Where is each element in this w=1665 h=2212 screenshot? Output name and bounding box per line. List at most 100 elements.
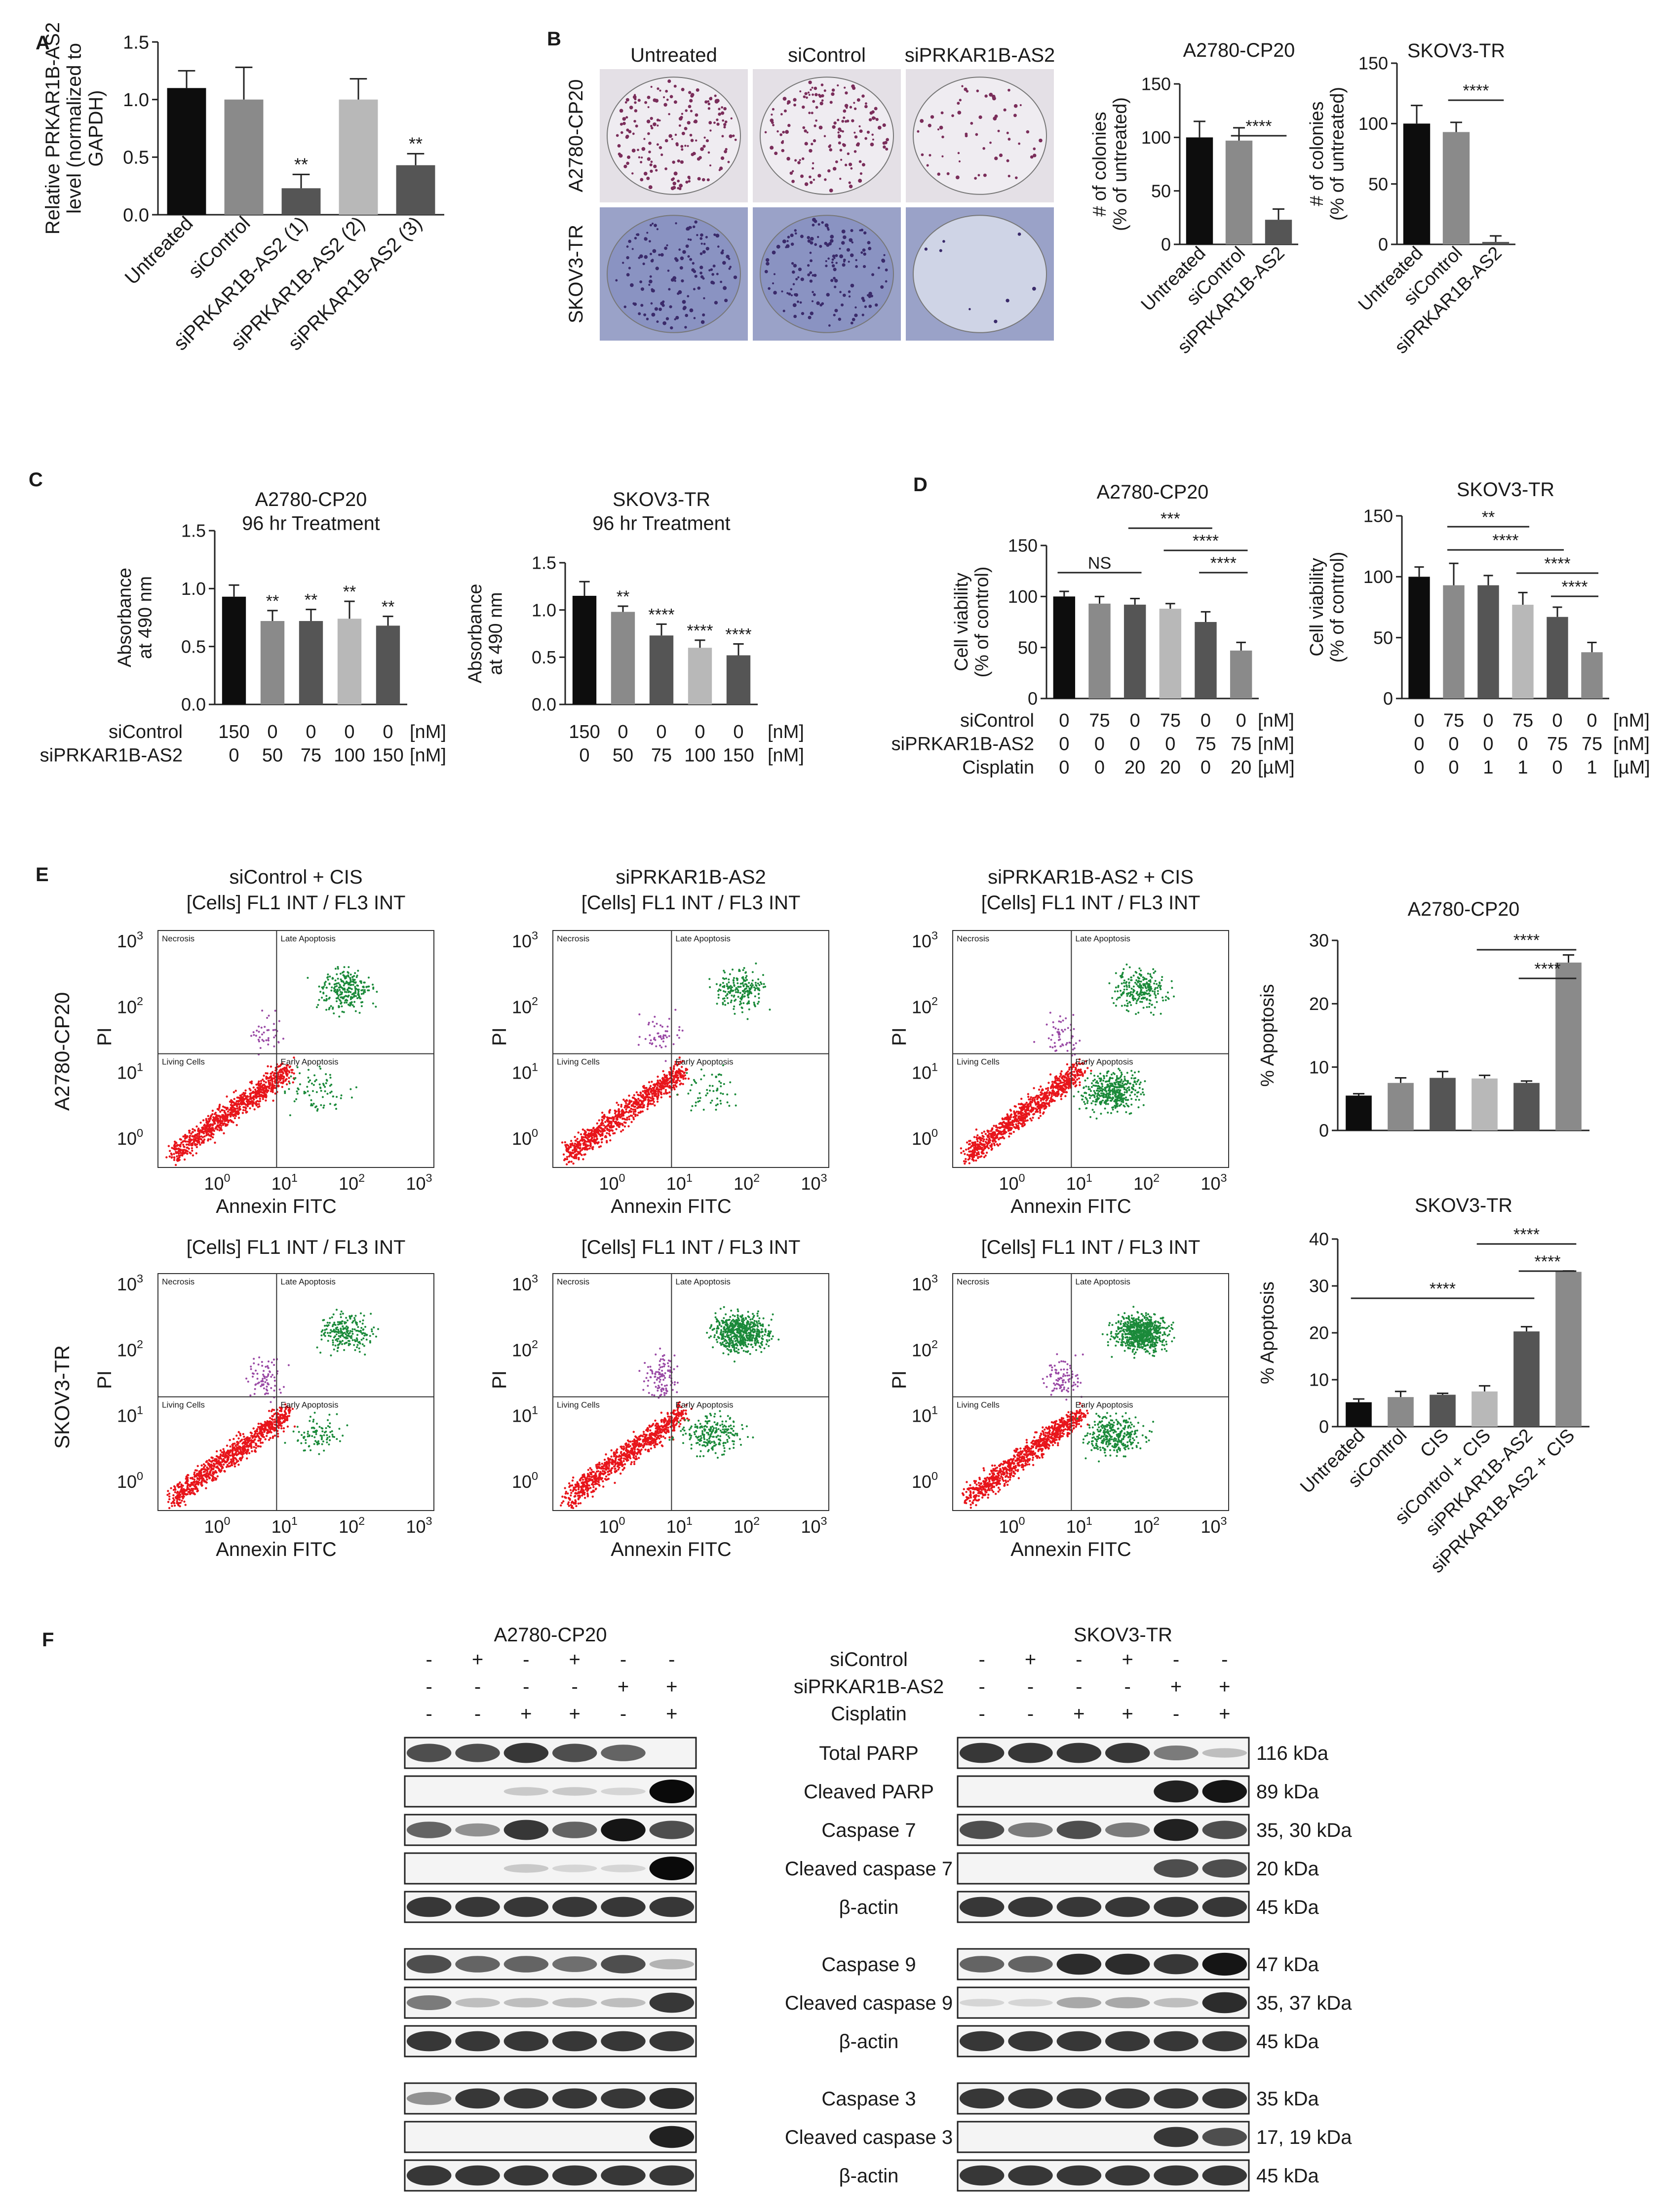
colony-dot bbox=[675, 315, 679, 320]
event-dot-living bbox=[220, 1109, 223, 1112]
colony-dot bbox=[652, 223, 654, 225]
event-dot-late-apoptosis bbox=[328, 997, 331, 999]
event-dot-late-apoptosis bbox=[340, 993, 342, 996]
event-dot-late-apoptosis bbox=[730, 985, 732, 987]
colony-dot bbox=[820, 83, 824, 86]
event-dot-living bbox=[641, 1096, 644, 1099]
event-dot-living bbox=[574, 1155, 576, 1158]
event-dot-early-apoptosis bbox=[1107, 1070, 1110, 1073]
event-dot-late-apoptosis bbox=[739, 1001, 741, 1003]
event-dot-living bbox=[609, 1139, 612, 1142]
event-dot-late-apoptosis bbox=[736, 982, 739, 984]
significance-stars: ** bbox=[343, 582, 356, 601]
event-dot-living bbox=[183, 1158, 186, 1161]
colony-dot bbox=[917, 130, 920, 133]
event-dot-late-apoptosis bbox=[730, 1001, 732, 1004]
event-dot-early-apoptosis bbox=[1103, 1077, 1105, 1080]
colony-dot bbox=[848, 290, 851, 293]
event-dot-living bbox=[1050, 1098, 1052, 1100]
event-dot-living bbox=[1027, 1095, 1030, 1098]
event-dot-living bbox=[207, 1139, 209, 1142]
colony-dot bbox=[799, 301, 802, 304]
event-dot-late-apoptosis bbox=[346, 1001, 348, 1004]
event-dot-late-apoptosis bbox=[718, 988, 720, 991]
event-dot-living bbox=[241, 1093, 243, 1096]
panel-label-c: C bbox=[29, 469, 43, 491]
event-dot-living bbox=[598, 1133, 601, 1136]
event-dot-late-apoptosis bbox=[723, 986, 726, 988]
event-dot-living bbox=[584, 1143, 587, 1146]
colony-dot bbox=[959, 99, 962, 102]
event-dot-early-apoptosis bbox=[307, 1069, 310, 1071]
colony-dot bbox=[772, 282, 774, 285]
event-dot-living bbox=[1010, 1132, 1012, 1135]
event-dot-necrosis bbox=[272, 1029, 274, 1031]
colony-dot bbox=[639, 254, 643, 258]
event-dot-necrosis bbox=[650, 1039, 652, 1042]
flow-plot-title: [Cells] FL1 INT / FL3 INT bbox=[187, 1237, 406, 1258]
colony-dot bbox=[648, 185, 653, 190]
event-dot-living bbox=[235, 1124, 238, 1126]
event-dot-living bbox=[577, 1151, 580, 1154]
photo-column-label: siPRKAR1B-AS2 bbox=[905, 44, 1055, 66]
flow-plot-title: [Cells] FL1 INT / FL3 INT bbox=[981, 892, 1200, 914]
event-dot-late-apoptosis bbox=[343, 966, 346, 969]
event-dot-living bbox=[976, 1134, 979, 1137]
event-dot-late-apoptosis bbox=[341, 971, 344, 974]
event-dot-necrosis bbox=[668, 1035, 670, 1037]
colony-dot bbox=[794, 229, 797, 232]
y-tick-label: 150 bbox=[1008, 536, 1038, 556]
event-dot-living bbox=[983, 1130, 986, 1133]
event-dot-early-apoptosis bbox=[308, 1081, 310, 1083]
colony-dot bbox=[807, 236, 811, 239]
event-dot-late-apoptosis bbox=[325, 1009, 328, 1011]
event-dot-late-apoptosis bbox=[1114, 990, 1116, 993]
event-dot-early-apoptosis bbox=[1111, 1073, 1113, 1076]
event-dot-late-apoptosis bbox=[724, 971, 726, 973]
event-dot-living bbox=[645, 1092, 647, 1095]
event-dot-living bbox=[230, 1107, 232, 1109]
event-dot-living bbox=[213, 1121, 215, 1123]
event-dot-living bbox=[1084, 1071, 1086, 1074]
colony-dot bbox=[874, 107, 878, 111]
event-dot-living bbox=[1001, 1133, 1003, 1135]
quadrant-label: Necrosis bbox=[557, 934, 589, 943]
event-dot-living bbox=[654, 1085, 657, 1087]
colony-dot bbox=[723, 123, 727, 126]
colony-dot bbox=[833, 268, 837, 272]
event-dot-living bbox=[246, 1105, 249, 1108]
event-dot-late-apoptosis bbox=[340, 985, 342, 988]
event-dot-necrosis bbox=[258, 1040, 260, 1043]
event-dot-living bbox=[201, 1126, 204, 1129]
colony-dot bbox=[650, 163, 653, 166]
y-tick-label: 1.5 bbox=[181, 521, 206, 541]
colony-dot bbox=[705, 235, 708, 238]
event-dot-living bbox=[273, 1085, 276, 1087]
event-dot-early-apoptosis bbox=[1134, 1077, 1136, 1079]
condition-unit: [nM] bbox=[1258, 734, 1294, 755]
colony-dot bbox=[773, 291, 777, 295]
condition-table-c-right: siControl1500000[nM]siPRKAR1B-AS20507510… bbox=[569, 722, 804, 766]
colony-dot bbox=[691, 93, 695, 97]
flow-condition-title: siPRKAR1B-AS2 + CIS bbox=[988, 866, 1194, 888]
bar bbox=[1088, 603, 1111, 699]
event-dot-living bbox=[649, 1085, 652, 1087]
event-dot-living bbox=[180, 1141, 183, 1144]
event-dot-living bbox=[167, 1145, 170, 1147]
event-dot-living bbox=[280, 1082, 282, 1084]
event-dot-living bbox=[597, 1131, 600, 1133]
event-dot-late-apoptosis bbox=[340, 1001, 343, 1004]
event-dot-living bbox=[672, 1067, 675, 1069]
event-dot-late-apoptosis bbox=[333, 987, 335, 990]
event-dot-late-apoptosis bbox=[1125, 1009, 1128, 1011]
colony-dot bbox=[856, 98, 860, 102]
event-dot-early-apoptosis bbox=[1109, 1082, 1111, 1085]
event-dot-late-apoptosis bbox=[1149, 994, 1152, 997]
event-dot-late-apoptosis bbox=[342, 981, 345, 983]
event-dot-late-apoptosis bbox=[1138, 995, 1141, 998]
event-dot-living bbox=[987, 1140, 990, 1142]
event-dot-late-apoptosis bbox=[1173, 995, 1175, 998]
event-dot-living bbox=[209, 1118, 212, 1120]
event-dot-late-apoptosis bbox=[733, 1005, 736, 1008]
event-dot-late-apoptosis bbox=[722, 1002, 724, 1004]
